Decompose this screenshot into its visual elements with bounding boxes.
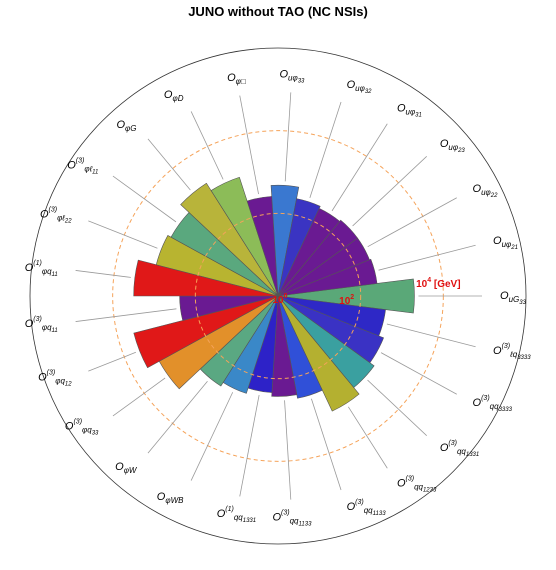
sector-label-21: Ouφ31 [397,103,422,119]
bar-sector-0 [277,278,415,314]
leader-line-4 [348,406,388,469]
bar-sector-24 [277,258,378,297]
bar-sector-20 [277,198,321,297]
sector-label-15: O(3)φℓ11 [67,158,98,176]
sector-label-18: Oφ□ [227,72,246,86]
outer-boundary-circle [29,47,527,545]
leader-line-6 [284,400,292,500]
leader-line-20 [309,101,342,199]
sector-label-19: Ouφ33 [279,68,305,84]
leader-line-14 [88,220,158,249]
bar-sector-5 [277,295,323,399]
leader-line-23 [367,197,457,248]
leader-line-11 [88,351,136,372]
sector-label-7: O(1)qq1331 [217,506,256,524]
leader-line-1 [386,323,476,348]
sector-label-12: O(3)φq11 [25,316,58,334]
sector-label-2: O(3)qq3333 [473,395,513,413]
sector-labels-layer: OuG33O(3)ℓq3333O(3)qq3333O(3)qq1331O(3)q… [25,68,531,527]
leader-line-16 [147,138,191,191]
leader-line-18 [239,95,259,195]
leader-line-15 [112,175,177,223]
leader-line-17 [190,111,224,180]
bar-sector-17 [210,176,279,297]
sector-label-10: O(3)φq33 [65,418,99,436]
bar-sector-4 [277,295,360,412]
sector-label-13: O(1)φq11 [25,260,58,278]
leader-line-9 [147,380,208,454]
sector-label-8: OφWB [157,491,184,505]
sector-label-16: OφG [116,119,136,133]
sector-label-3: O(3)qq1331 [440,440,479,458]
leader-line-24 [378,244,476,271]
sector-label-0: OuG33 [500,290,527,306]
sector-label-14: O(3)φℓ22 [40,206,72,224]
leader-line-8 [190,392,234,481]
ring-label-0: 100 [272,293,287,306]
sector-label-6: O(3)qq1133 [272,510,312,528]
leader-lines-layer [75,92,482,500]
bars-layer [133,176,415,412]
leader-line-12 [75,308,177,322]
sector-label-22: Ouφ23 [440,138,466,154]
chart-title: JUNO without TAO (NC NSIs) [188,4,368,19]
bar-sector-14 [155,235,279,297]
leader-line-19 [284,92,292,182]
sector-label-20: Ouφ32 [347,79,373,95]
leader-line-13 [75,270,131,278]
leader-line-5 [311,398,342,491]
sector-label-9: OφW [115,461,138,475]
leader-line-2 [380,352,457,395]
leader-line-7 [239,394,260,497]
ring-label-1: 102 [339,294,354,307]
leader-line-10 [112,377,166,417]
leader-line-22 [352,156,427,227]
ring-label-2: 104 [GeV] [416,277,460,290]
sector-label-11: O(3)φq12 [38,370,72,388]
sector-label-17: OφD [164,89,184,103]
sector-label-23: Ouφ22 [473,183,499,199]
leader-line-21 [331,123,388,212]
bar-sector-11 [133,295,279,369]
sector-label-5: O(3)qq1133 [347,499,387,517]
ring-labels-layer: 100 102 104 [GeV] [272,277,460,307]
grid-ring-1 [194,212,362,380]
sector-label-1: O(3)ℓq3333 [493,343,531,361]
leader-line-3 [367,379,427,436]
sector-label-4: O(3)qq1233 [397,475,437,493]
bar-sector-16 [180,182,279,297]
bar-sector-6 [271,295,298,397]
sector-label-24: Ouφ21 [493,235,518,251]
